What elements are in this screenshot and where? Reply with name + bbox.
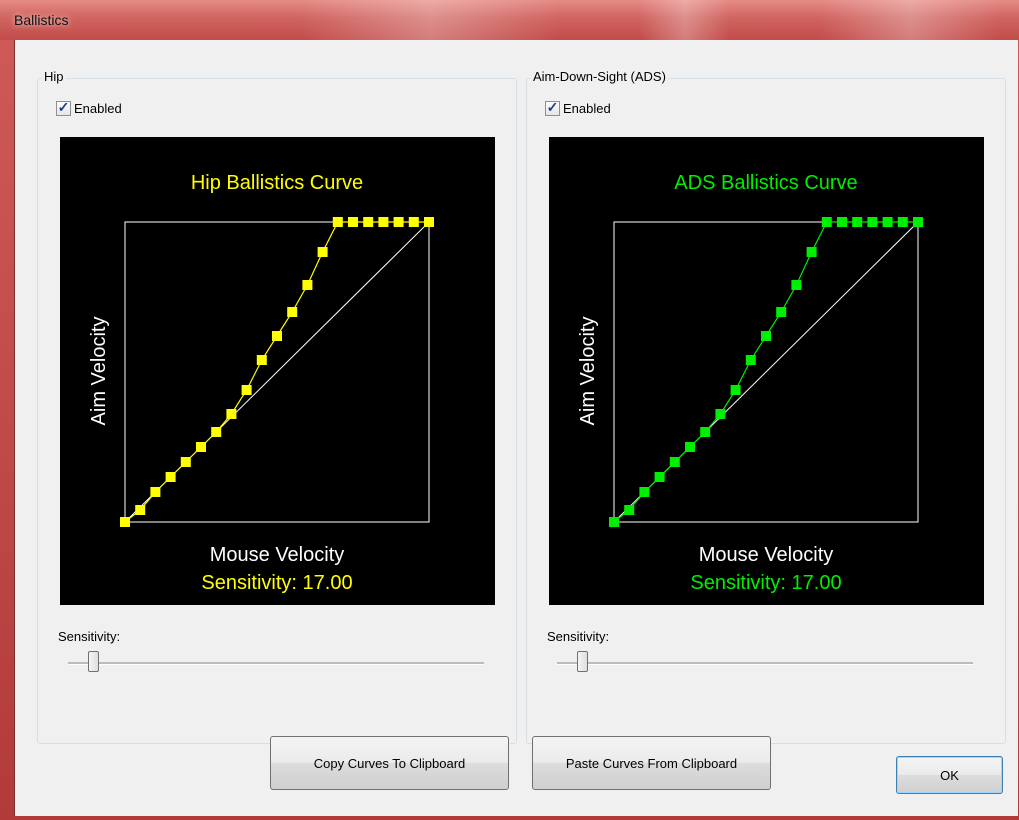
x-axis-label: Mouse Velocity: [210, 544, 345, 566]
curve-control-point[interactable]: [685, 442, 695, 452]
ads-curve-chart[interactable]: ADS Ballistics Curve Aim Velocity Mouse …: [549, 137, 984, 605]
curve-control-point[interactable]: [256, 355, 267, 365]
curve-control-point[interactable]: [715, 409, 726, 419]
curve-control-point[interactable]: [424, 217, 434, 227]
curve-control-point[interactable]: [852, 217, 863, 227]
chart-title: ADS Ballistics Curve: [674, 172, 857, 194]
hip-sensitivity-label: Sensitivity:: [58, 629, 121, 644]
curve-control-point[interactable]: [196, 442, 206, 452]
hip-curve-plot[interactable]: Hip Ballistics Curve Aim Velocity Mouse …: [60, 137, 495, 605]
curve-control-point[interactable]: [272, 331, 282, 341]
curve-control-point[interactable]: [332, 217, 343, 227]
ads-group: Aim-Down-Sight (ADS) ✓ Enabled ADS Balli…: [526, 69, 1006, 744]
curve-control-point[interactable]: [609, 517, 619, 527]
title-bar[interactable]: Ballistics: [0, 0, 1019, 40]
curve-control-point[interactable]: [165, 472, 176, 482]
curve-control-point[interactable]: [135, 505, 146, 515]
title-bar-glass-decoration: [640, 0, 730, 40]
ads-enabled-label: Enabled: [563, 101, 611, 116]
ads-sensitivity-slider[interactable]: [557, 651, 973, 675]
curve-control-point[interactable]: [791, 280, 802, 290]
curve-control-point[interactable]: [393, 217, 404, 227]
hip-group: Hip ✓ Enabled Hip Ballistics Curve Aim V…: [37, 69, 517, 744]
y-axis-label: Aim Velocity: [577, 317, 599, 426]
checkbox-box[interactable]: ✓: [545, 99, 560, 116]
ads-enabled-checkbox[interactable]: ✓ Enabled: [545, 99, 611, 116]
curve-control-point[interactable]: [348, 217, 358, 227]
ads-group-label: Aim-Down-Sight (ADS): [531, 69, 668, 84]
curve-control-point[interactable]: [913, 217, 923, 227]
ads-curve-plot[interactable]: ADS Ballistics Curve Aim Velocity Mouse …: [549, 137, 984, 605]
slider-thumb[interactable]: [88, 651, 100, 672]
hip-group-label: Hip: [42, 69, 66, 84]
chart-sensitivity-readout: Sensitivity: 17.00: [201, 572, 352, 594]
window-title: Ballistics: [14, 12, 69, 28]
curve-control-point[interactable]: [211, 427, 222, 437]
chart-sensitivity-readout: Sensitivity: 17.00: [690, 572, 841, 594]
curve-control-point[interactable]: [120, 517, 130, 527]
plot-frame: [124, 221, 430, 523]
checkbox-box[interactable]: ✓: [56, 99, 71, 116]
ads-sensitivity-label: Sensitivity:: [547, 629, 610, 644]
curve-control-point[interactable]: [761, 331, 771, 341]
ok-button[interactable]: OK: [896, 756, 1003, 794]
copy-curves-button[interactable]: Copy Curves To Clipboard: [270, 736, 509, 790]
slider-track[interactable]: [68, 662, 484, 665]
hip-enabled-label: Enabled: [74, 101, 122, 116]
y-axis-label: Aim Velocity: [88, 317, 110, 426]
curve-control-point[interactable]: [867, 217, 878, 227]
curve-control-point[interactable]: [669, 457, 680, 467]
curve-control-point[interactable]: [654, 472, 665, 482]
curve-control-point[interactable]: [180, 457, 191, 467]
title-bar-glass-decoration: [820, 0, 1000, 40]
curve-control-point[interactable]: [882, 217, 893, 227]
curve-control-point[interactable]: [639, 487, 650, 497]
curve-control-point[interactable]: [378, 217, 389, 227]
plot-frame: [613, 221, 919, 523]
curve-control-point[interactable]: [745, 355, 756, 365]
chart-title: Hip Ballistics Curve: [191, 172, 363, 194]
curve-control-point[interactable]: [287, 307, 298, 317]
x-axis-label: Mouse Velocity: [699, 544, 834, 566]
curve-control-point[interactable]: [776, 307, 787, 317]
curve-control-point[interactable]: [226, 409, 237, 419]
curve-control-point[interactable]: [317, 247, 328, 257]
slider-track[interactable]: [557, 662, 973, 665]
paste-curves-button[interactable]: Paste Curves From Clipboard: [532, 736, 771, 790]
curve-control-point[interactable]: [150, 487, 161, 497]
hip-enabled-checkbox[interactable]: ✓ Enabled: [56, 99, 122, 116]
hip-sensitivity-slider[interactable]: [68, 651, 484, 675]
slider-thumb[interactable]: [577, 651, 589, 672]
check-icon: ✓: [57, 99, 70, 115]
dialog-client-area: Hip ✓ Enabled Hip Ballistics Curve Aim V…: [14, 40, 1018, 816]
hip-curve-chart[interactable]: Hip Ballistics Curve Aim Velocity Mouse …: [60, 137, 495, 605]
curve-control-point[interactable]: [821, 217, 832, 227]
curve-control-point[interactable]: [837, 217, 847, 227]
curve-control-point[interactable]: [408, 217, 419, 227]
curve-control-point[interactable]: [700, 427, 711, 437]
curve-control-point[interactable]: [624, 505, 635, 515]
curve-control-point[interactable]: [897, 217, 908, 227]
check-icon: ✓: [546, 99, 559, 115]
curve-control-point[interactable]: [302, 280, 313, 290]
title-bar-glass-decoration: [300, 0, 560, 40]
window-bottom-border: [0, 816, 1019, 820]
curve-control-point[interactable]: [363, 217, 374, 227]
curve-control-point[interactable]: [806, 247, 817, 257]
curve-control-point[interactable]: [241, 385, 252, 395]
curve-control-point[interactable]: [730, 385, 741, 395]
